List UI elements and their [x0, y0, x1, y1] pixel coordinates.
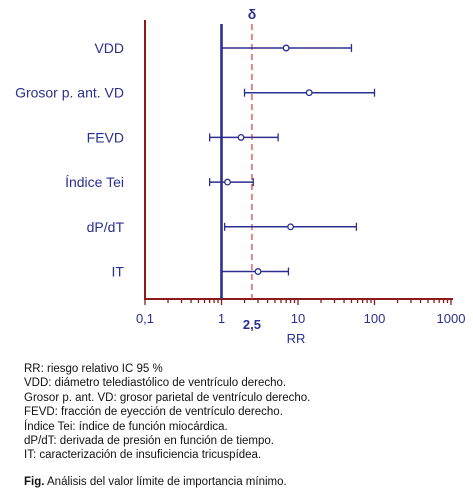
- legend-line: Índice Tei: índice de función miocárdica…: [24, 420, 228, 433]
- row-label: Grosor p. ant. VD: [15, 85, 124, 101]
- row-label: VDD: [94, 40, 124, 56]
- caption-prefix: Fig.: [24, 476, 45, 488]
- x-tick-label: 1: [218, 311, 225, 326]
- figure-caption: Fig. Análisis del valor límite de import…: [24, 476, 287, 488]
- point-estimate: [305, 89, 313, 97]
- legend-line: FEVD: fracción de eyección de ventrículo…: [24, 406, 283, 419]
- row-label: dP/dT: [87, 219, 125, 235]
- point-estimate: [287, 223, 295, 231]
- threshold-symbol: δ: [248, 6, 257, 22]
- point-estimate: [254, 268, 262, 275]
- forest-plot: 0,1 1 10 100 1000 RR δ 2,5 VDD Grosor p. ant. VD F…: [15, 6, 465, 346]
- point-estimate: [237, 133, 245, 141]
- legend-line: RR: riesgo relativo IC 95 %: [24, 363, 163, 375]
- x-tick-label: 0,1: [136, 311, 154, 326]
- axes: [144, 20, 453, 305]
- point-estimate: [224, 178, 232, 186]
- x-tick-label: 100: [364, 311, 386, 326]
- legend: RR: riesgo relativo IC 95 % VDD: diámetr…: [24, 362, 464, 463]
- legend-line: Grosor p. ant. VD: grosor parietal de ve…: [24, 391, 311, 404]
- legend-line: dP/dT: derivada de presión en función de…: [24, 435, 274, 448]
- x-axis-title: RR: [287, 331, 306, 346]
- row-label: Índice Tei: [65, 174, 124, 190]
- marks: [208, 24, 376, 299]
- x-tick-label: 10: [291, 311, 305, 326]
- caption-text: Análisis del valor límite de importancia…: [44, 476, 287, 488]
- x-tick-label: 1000: [437, 311, 466, 326]
- row-label: FEVD: [87, 129, 124, 145]
- threshold-label: 2,5: [243, 317, 261, 332]
- legend-line: IT: caracterización de insuficiencia tri…: [24, 449, 262, 462]
- legend-line: VDD: diámetro telediastólico de ventrícu…: [24, 377, 287, 390]
- labels: 0,1 1 10 100 1000 RR δ 2,5 VDD Grosor p. ant. VD F…: [15, 6, 465, 346]
- row-label: IT: [112, 264, 125, 280]
- point-estimate: [282, 44, 290, 52]
